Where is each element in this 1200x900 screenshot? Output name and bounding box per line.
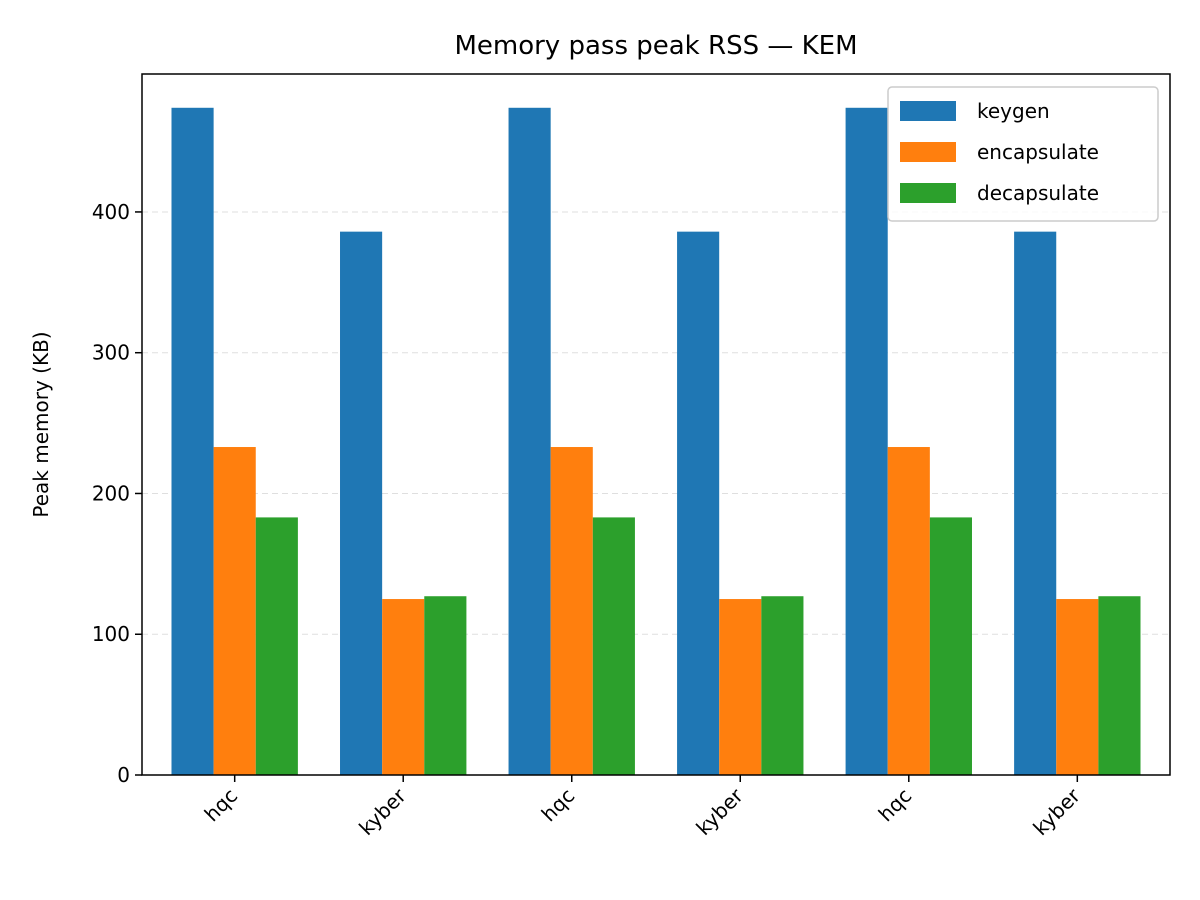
bar-keygen	[845, 107, 888, 775]
bar-encapsulate	[719, 599, 762, 775]
y-tick-label: 100	[92, 622, 130, 646]
x-tick-label: kyber	[1028, 783, 1085, 840]
legend-swatch	[900, 101, 956, 121]
legend-label: encapsulate	[977, 140, 1099, 164]
gridlines	[142, 211, 1170, 635]
legend-swatch	[900, 142, 956, 162]
bar-decapsulate	[1098, 596, 1141, 775]
bar-decapsulate	[929, 517, 972, 775]
x-tick-label: hqc	[537, 784, 580, 827]
bar-decapsulate	[592, 517, 635, 775]
bar-decapsulate	[255, 517, 298, 775]
y-axis-ticks: 0 100 200 300 400	[92, 200, 142, 787]
y-tick-label: 0	[117, 763, 130, 787]
y-tick-label: 300	[92, 341, 130, 365]
x-tick-label: kyber	[354, 783, 411, 840]
bar-keygen	[1014, 231, 1057, 776]
legend-label: decapsulate	[977, 181, 1099, 205]
x-tick-label: hqc	[874, 784, 917, 827]
y-tick-label: 400	[92, 200, 130, 224]
bar-keygen	[171, 107, 214, 775]
bar-encapsulate	[887, 447, 930, 775]
legend-swatch	[900, 183, 956, 203]
bar-encapsulate	[550, 447, 593, 775]
bar-decapsulate	[424, 596, 467, 775]
y-axis-label: Peak memory (KB)	[29, 331, 53, 517]
bar-encapsulate	[382, 599, 425, 775]
bar-encapsulate	[213, 447, 256, 775]
x-tick-label: hqc	[200, 784, 243, 827]
legend-label: keygen	[977, 99, 1050, 123]
y-tick-label: 200	[92, 481, 130, 505]
chart-title: Memory pass peak RSS — KEM	[454, 31, 857, 61]
legend: keygen encapsulate decapsulate	[887, 86, 1159, 222]
x-tick-label: kyber	[691, 783, 748, 840]
bar-keygen	[508, 107, 551, 775]
plot-frame	[141, 73, 1171, 776]
bar-keygen	[340, 231, 383, 776]
bar-decapsulate	[761, 596, 804, 775]
bar-encapsulate	[1056, 599, 1099, 775]
x-axis-ticks: hqc kyber hqc kyber hqc kyber	[200, 775, 1085, 840]
bars	[171, 107, 1141, 776]
bar-keygen	[677, 231, 720, 776]
